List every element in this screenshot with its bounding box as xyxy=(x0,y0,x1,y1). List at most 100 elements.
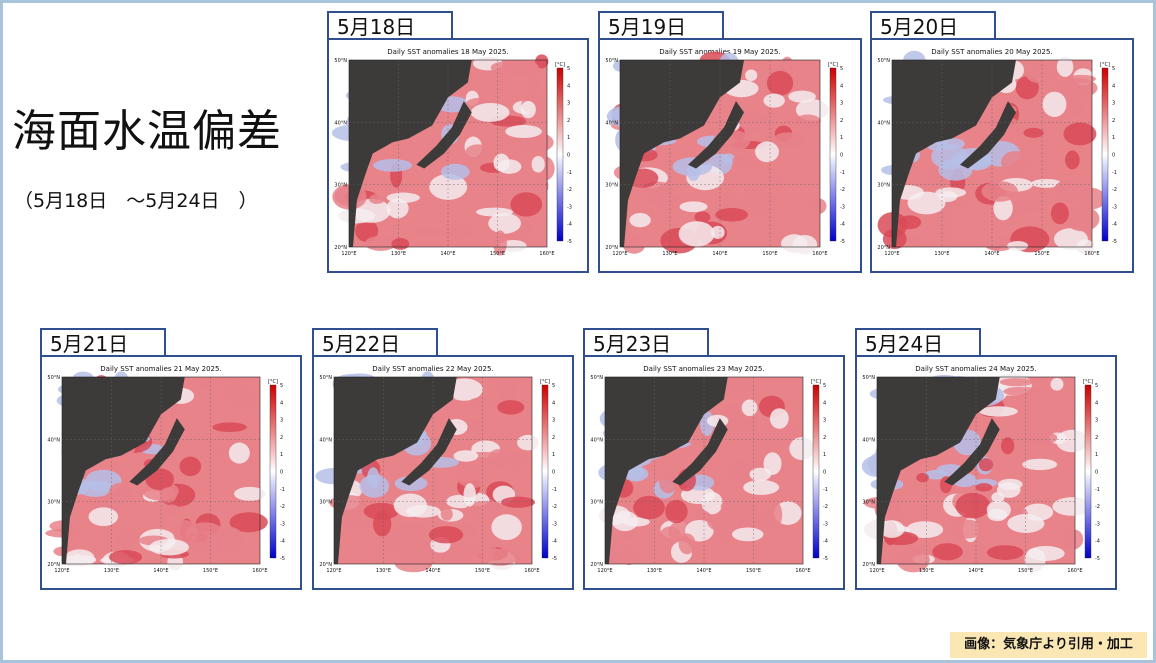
lon-label: 120°E xyxy=(326,568,341,574)
colorbar-unit: [°C] xyxy=(811,379,821,385)
sst-map-panel: Daily SST anomalies 22 May 2025. 50°N 40°N… xyxy=(312,355,574,590)
date-tab: 5月21日 xyxy=(40,328,166,356)
lon-label: 160°E xyxy=(795,568,810,574)
land-continent xyxy=(62,377,185,564)
colorbar-unit: [°C] xyxy=(555,62,565,68)
colorbar-tick: 4 xyxy=(1112,83,1115,89)
colorbar-tick: 2 xyxy=(840,118,843,124)
lon-label: 120°E xyxy=(341,251,356,257)
lon-label: 160°E xyxy=(1084,251,1099,257)
lat-label: 30°N xyxy=(319,500,332,506)
colorbar-tick: -4 xyxy=(280,539,285,545)
colorbar-tick: 1 xyxy=(1095,452,1098,458)
colorbar-tick: -2 xyxy=(1112,187,1117,193)
colorbar-tick: 5 xyxy=(552,383,555,389)
sst-map-panel: Daily SST anomalies 21 May 2025. 50°N 40°N… xyxy=(40,355,302,590)
colorbar-tick: -4 xyxy=(823,539,828,545)
map-grid xyxy=(605,377,803,564)
lat-label: 20°N xyxy=(862,562,875,568)
land-continent xyxy=(892,60,1016,247)
lon-label: 120°E xyxy=(597,568,612,574)
colorbar-tick: 3 xyxy=(1112,101,1115,107)
lon-label: 130°E xyxy=(647,568,662,574)
colorbar-tick: 0 xyxy=(840,153,843,159)
lon-label: 140°E xyxy=(712,251,727,257)
land-continent xyxy=(877,377,1000,564)
date-tab: 5月20日 xyxy=(870,11,996,39)
lon-label: 120°E xyxy=(869,568,884,574)
lon-label: 150°E xyxy=(203,568,218,574)
colorbar-tick: 0 xyxy=(1095,470,1098,476)
lat-label: 40°N xyxy=(605,120,618,126)
colorbar-tick: -3 xyxy=(1112,204,1117,210)
colorbar-tick: 5 xyxy=(567,66,570,72)
sst-map: Daily SST anomalies 23 May 2025. 50°N 40°N… xyxy=(590,365,828,574)
colorbar-tick: -2 xyxy=(567,187,572,193)
anomaly-patches xyxy=(877,50,1106,255)
map-border xyxy=(891,59,1093,248)
colorbar-tick: -2 xyxy=(280,504,285,510)
colorbar-tick: -5 xyxy=(280,556,285,562)
colorbar-tick: -5 xyxy=(552,556,557,562)
colorbar-tick: -4 xyxy=(567,222,572,228)
lat-label: 20°N xyxy=(877,245,890,251)
colorbar-tick: -5 xyxy=(823,556,828,562)
lat-label: 20°N xyxy=(319,562,332,568)
lon-label: 130°E xyxy=(662,251,677,257)
colorbar-tick: -2 xyxy=(840,187,845,193)
colorbar-tick: -2 xyxy=(1095,504,1100,510)
colorbar-tick: 5 xyxy=(1095,383,1098,389)
image-credit: 画像：気象庁より引用・加工 xyxy=(950,632,1147,658)
map-title: Daily SST anomalies 22 May 2025. xyxy=(372,365,493,373)
sst-map: Daily SST anomalies 19 May 2025. 50°N 40°N… xyxy=(605,48,845,257)
sst-map: Daily SST anomalies 18 May 2025. 50°N 40°N… xyxy=(331,48,572,257)
lon-label: 120°E xyxy=(884,251,899,257)
colorbar-unit: [°C] xyxy=(540,379,550,385)
lon-label: 120°E xyxy=(54,568,69,574)
lat-label: 20°N xyxy=(590,562,603,568)
date-tab: 5月19日 xyxy=(598,11,724,39)
colorbar-tick: -3 xyxy=(1095,521,1100,527)
colorbar-tick: 0 xyxy=(823,470,826,476)
map-title: Daily SST anomalies 24 May 2025. xyxy=(915,365,1036,373)
sst-map-panel: Daily SST anomalies 24 May 2025. 50°N 40°N… xyxy=(855,355,1117,590)
sst-map: Daily SST anomalies 21 May 2025. 50°N 40°N… xyxy=(45,365,285,574)
lon-label: 130°E xyxy=(376,568,391,574)
lat-label: 50°N xyxy=(877,58,890,64)
colorbar-tick: 1 xyxy=(552,452,555,458)
colorbar-tick: -3 xyxy=(552,521,557,527)
colorbar-tick: -3 xyxy=(840,204,845,210)
colorbar-unit: [°C] xyxy=(828,62,838,68)
lat-label: 20°N xyxy=(47,562,60,568)
colorbar xyxy=(829,67,837,242)
lon-label: 160°E xyxy=(524,568,539,574)
lon-label: 160°E xyxy=(1067,568,1082,574)
lon-label: 150°E xyxy=(746,568,761,574)
map-border xyxy=(876,376,1076,565)
colorbar-tick: 1 xyxy=(840,135,843,141)
colorbar-tick: 3 xyxy=(840,101,843,107)
colorbar-tick: 2 xyxy=(567,118,570,124)
colorbar-tick: 0 xyxy=(567,153,570,159)
colorbar-unit: [°C] xyxy=(1100,62,1110,68)
map-border xyxy=(604,376,804,565)
lon-label: 130°E xyxy=(934,251,949,257)
lat-label: 40°N xyxy=(47,437,60,443)
colorbar-tick: 2 xyxy=(280,435,283,441)
colorbar-tick: 2 xyxy=(823,435,826,441)
sst-map: Daily SST anomalies 24 May 2025. 50°N 40°N… xyxy=(861,365,1100,574)
lon-label: 130°E xyxy=(391,251,406,257)
date-tab: 5月24日 xyxy=(855,328,981,356)
lon-label: 150°E xyxy=(1018,568,1033,574)
colorbar-tick: 1 xyxy=(280,452,283,458)
map-border xyxy=(619,59,821,248)
lat-label: 30°N xyxy=(605,183,618,189)
land-japan xyxy=(688,101,744,169)
colorbar-tick: -1 xyxy=(1112,170,1117,176)
colorbar-tick: 0 xyxy=(552,470,555,476)
colorbar-tick: 0 xyxy=(1112,153,1115,159)
colorbar-tick: 2 xyxy=(1095,435,1098,441)
map-grid xyxy=(62,377,260,564)
lat-label: 20°N xyxy=(334,245,347,251)
